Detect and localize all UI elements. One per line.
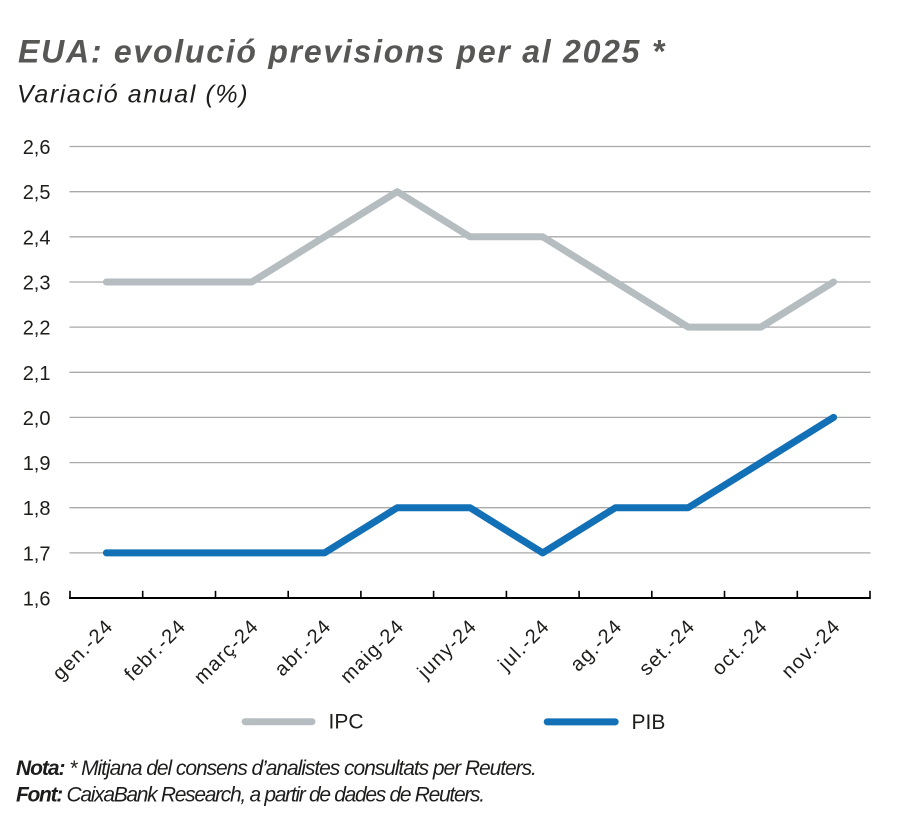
svg-text:2,0: 2,0 bbox=[23, 408, 51, 430]
svg-text:Variació anual (%): Variació anual (%) bbox=[17, 81, 249, 109]
svg-text:1,8: 1,8 bbox=[23, 498, 51, 520]
svg-text:PIB: PIB bbox=[632, 711, 666, 734]
svg-text:2,4: 2,4 bbox=[23, 227, 51, 249]
svg-text:EUA: evolució previsions per a: EUA: evolució previsions per al 2025 * bbox=[18, 34, 666, 70]
svg-text:2,2: 2,2 bbox=[23, 318, 51, 340]
svg-text:Nota: * Mitjana del consens d’: Nota: * Mitjana del consens d’analistes … bbox=[16, 757, 536, 780]
svg-text:Font: CaixaBank Research, a pa: Font: CaixaBank Research, a partir de da… bbox=[16, 784, 484, 807]
svg-text:2,1: 2,1 bbox=[23, 363, 51, 385]
svg-text:2,3: 2,3 bbox=[23, 273, 51, 295]
svg-text:2,6: 2,6 bbox=[23, 137, 51, 159]
svg-text:1,7: 1,7 bbox=[23, 543, 51, 565]
svg-text:2,5: 2,5 bbox=[23, 182, 51, 204]
svg-text:1,9: 1,9 bbox=[23, 453, 51, 475]
svg-text:IPC: IPC bbox=[329, 711, 364, 734]
svg-text:1,6: 1,6 bbox=[23, 589, 51, 611]
